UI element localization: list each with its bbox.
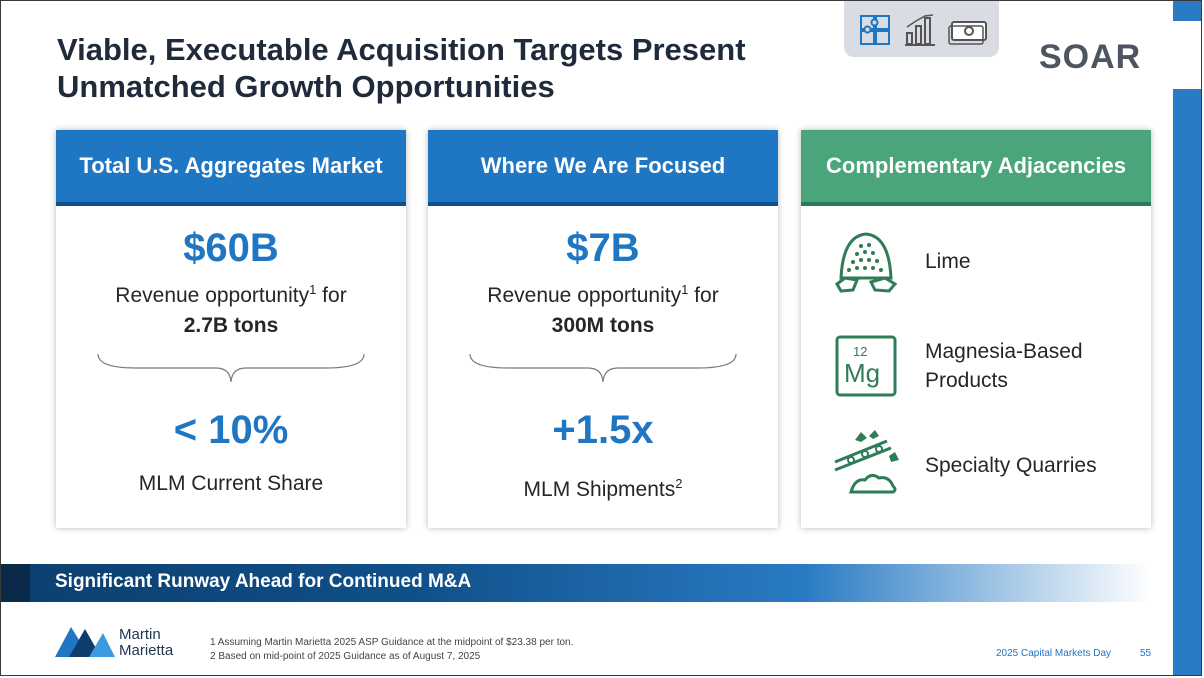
- market-panel: Total U.S. Aggregates Market $60B Revenu…: [56, 130, 406, 528]
- focus-stat-value: +1.5x: [552, 408, 654, 452]
- adjacencies-panel: Complementary Adjacencies Lime 12 Mg Mag…: [801, 130, 1151, 528]
- lime-pile-icon: [835, 232, 898, 293]
- magnesium-element-icon: 12 Mg: [835, 335, 897, 397]
- market-brace: [97, 353, 365, 383]
- title-line-1: Viable, Executable Acquisition Targets P…: [57, 32, 746, 67]
- element-number: 12: [853, 344, 867, 359]
- money-icon: [948, 21, 987, 45]
- company-name: Martin Marietta: [119, 626, 174, 659]
- quarry-conveyor-icon: [834, 430, 899, 494]
- soar-logo: SOAR: [1039, 38, 1141, 73]
- focus-stat-label: MLM Shipments2: [523, 476, 683, 501]
- runway-banner: Significant Runway Ahead for Continued M…: [1, 564, 1151, 602]
- adjacency-magnesia: Magnesia-Based Products: [925, 340, 1083, 392]
- martin-marietta-logo: [55, 627, 115, 657]
- focus-panel: Where We Are Focused $7B Revenue opportu…: [428, 130, 778, 528]
- market-stat-label: MLM Current Share: [138, 472, 324, 495]
- focus-tons: 300M tons: [551, 314, 655, 337]
- adjacency-specialty-quarries: Specialty Quarries: [925, 454, 1097, 477]
- runway-banner-text: Significant Runway Ahead for Continued M…: [55, 571, 472, 592]
- market-tons: 2.7B tons: [183, 314, 279, 337]
- header-icon-tab: [844, 1, 999, 57]
- element-symbol: Mg: [844, 358, 880, 388]
- market-description: Revenue opportunity1 for 2.7B tons: [56, 275, 406, 341]
- market-panel-header: Total U.S. Aggregates Market: [56, 130, 406, 206]
- focus-brace: [469, 353, 737, 383]
- right-accent-bar: [1173, 1, 1201, 675]
- market-stat-value: < 10%: [173, 408, 289, 452]
- title-line-2: Unmatched Growth Opportunities: [57, 69, 555, 104]
- footnote-2: 2 Based on mid-point of 2025 Guidance as…: [210, 651, 481, 662]
- focus-description: Revenue opportunity1 for 300M tons: [428, 275, 778, 341]
- adjacency-lime: Lime: [925, 250, 971, 273]
- event-name: 2025 Capital Markets Day: [996, 648, 1112, 659]
- focus-big-value: $7B: [566, 226, 640, 270]
- adjacencies-panel-header: Complementary Adjacencies: [801, 130, 1151, 206]
- bar-chart-icon: [905, 14, 935, 46]
- footnote-1: 1 Assuming Martin Marietta 2025 ASP Guid…: [210, 637, 574, 648]
- market-big-value: $60B: [183, 226, 279, 270]
- page-number: 55: [1140, 648, 1152, 659]
- soar-logo-text: SOAR: [1039, 38, 1141, 73]
- footnotes: 1 Assuming Martin Marietta 2025 ASP Guid…: [210, 636, 573, 664]
- puzzle-icon: [860, 15, 890, 45]
- page-title: Viable, Executable Acquisition Targets P…: [57, 31, 817, 105]
- focus-panel-header: Where We Are Focused: [428, 130, 778, 206]
